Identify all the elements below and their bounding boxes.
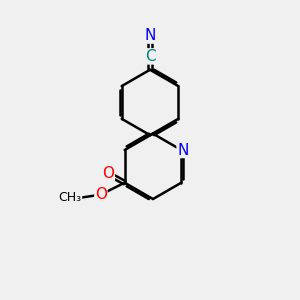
Text: N: N: [177, 142, 188, 158]
Text: O: O: [102, 166, 114, 181]
Text: N: N: [144, 28, 156, 43]
Text: CH₃: CH₃: [58, 191, 82, 204]
Text: O: O: [95, 187, 107, 202]
Text: C: C: [145, 49, 155, 64]
